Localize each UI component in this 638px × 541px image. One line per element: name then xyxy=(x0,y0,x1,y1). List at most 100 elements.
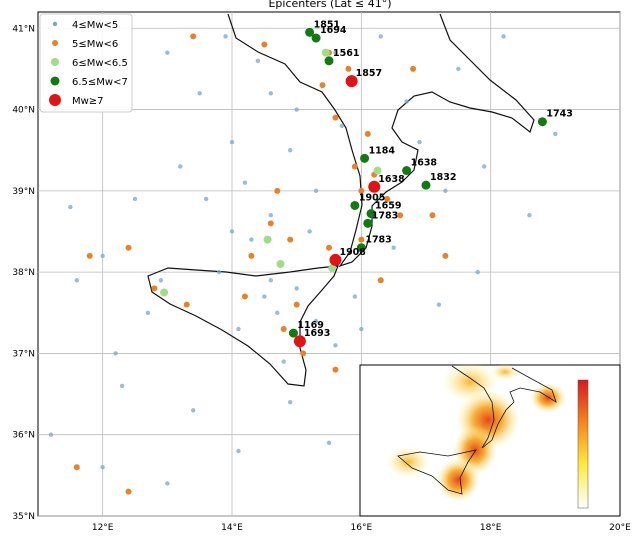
epicenter xyxy=(537,117,547,127)
epicenter xyxy=(363,218,373,228)
epicenter xyxy=(197,91,202,96)
epicenter xyxy=(442,252,449,259)
epicenter xyxy=(274,187,281,194)
epicenter xyxy=(223,34,228,39)
epicenter xyxy=(359,326,364,332)
epicenter xyxy=(262,294,267,299)
epicenter xyxy=(475,269,480,275)
epicenter xyxy=(377,277,384,284)
epicenter xyxy=(311,33,321,43)
epicenter xyxy=(333,50,338,55)
epicenter xyxy=(241,293,248,300)
heat-area xyxy=(436,458,480,502)
x-tick-label: 18°E xyxy=(480,523,502,533)
event-label: 1851 xyxy=(314,19,340,30)
event-labels: 1694156117431184163818321905165917831783… xyxy=(297,19,572,339)
epicenter xyxy=(248,252,255,259)
event-label: 1783 xyxy=(365,235,391,246)
epicenter xyxy=(229,139,235,145)
event-label: 1561 xyxy=(333,48,359,59)
legend-label: 5≤Mw<6 xyxy=(72,39,118,50)
epicenter xyxy=(402,166,412,176)
epicenter xyxy=(364,130,371,137)
legend-label: 4≤Mw<5 xyxy=(72,20,118,31)
epicenter xyxy=(527,213,532,218)
epicenter xyxy=(356,243,366,253)
epicenter xyxy=(229,229,235,234)
epicenter xyxy=(125,488,132,495)
epicenter xyxy=(324,56,334,66)
epicenter xyxy=(421,180,431,190)
epicenter xyxy=(48,432,54,437)
epicenter xyxy=(145,310,151,315)
epicenter xyxy=(443,188,448,194)
epicenter xyxy=(410,65,417,72)
x-tick-label: 12°E xyxy=(92,523,114,533)
epicenter xyxy=(358,236,365,243)
epicenter xyxy=(332,366,339,373)
epicenter xyxy=(339,123,345,129)
epicenter xyxy=(287,236,294,243)
epicenter xyxy=(100,465,105,470)
epicenter xyxy=(190,33,197,40)
epicenter xyxy=(160,288,169,297)
legend-marker xyxy=(51,58,59,66)
epicenter xyxy=(313,188,319,194)
epicenter xyxy=(267,220,274,227)
epicenter xyxy=(319,82,326,89)
epicenter xyxy=(352,294,358,299)
legend-marker xyxy=(49,94,61,106)
y-tick-label: 39°N xyxy=(12,187,35,197)
epicenter xyxy=(366,209,376,219)
x-tick-label: 20°E xyxy=(609,523,631,533)
epicenter xyxy=(305,27,315,37)
axes: 12°E 14°E 16°E 18°E 20°E 35°N 36°N 37°N 38°N 39°N… xyxy=(12,24,631,533)
epicenter xyxy=(268,91,273,96)
epicenter xyxy=(329,253,342,266)
event-label: 1184 xyxy=(369,145,396,156)
epicenter xyxy=(333,343,338,348)
epicenter xyxy=(68,204,73,210)
epicenter xyxy=(216,269,222,275)
epicenter xyxy=(236,326,241,332)
epicenter xyxy=(268,213,273,218)
epicenter xyxy=(332,114,339,121)
epicenter xyxy=(280,326,287,333)
event-label: 1743 xyxy=(546,109,572,120)
epicenter xyxy=(378,34,383,39)
event-label: 1638 xyxy=(378,174,405,185)
epicenter xyxy=(288,147,293,153)
epicenter xyxy=(276,260,285,268)
epicenter xyxy=(294,286,299,291)
epicenter xyxy=(313,318,319,324)
epicenter xyxy=(125,244,132,251)
y-tick-label: 37°N xyxy=(12,349,35,359)
epicenter xyxy=(132,196,138,202)
x-tick-label: 14°E xyxy=(221,523,243,533)
epicenter xyxy=(368,180,381,193)
y-tick-label: 36°N xyxy=(12,431,35,441)
epicenter xyxy=(397,212,404,219)
epicenter xyxy=(436,302,442,307)
legend-label: 6.5≤Mw<7 xyxy=(72,77,128,88)
epicenter xyxy=(321,48,330,57)
event-label: 1659 xyxy=(375,201,401,212)
epicenter xyxy=(350,200,360,210)
epicenter xyxy=(119,383,125,389)
epicenter xyxy=(429,212,436,219)
epicenter xyxy=(158,278,164,283)
legend-box xyxy=(39,13,133,113)
event-label: 1694 xyxy=(320,25,347,36)
event-label: 1908 xyxy=(339,247,366,258)
heat-area xyxy=(386,446,430,478)
event-label: 1832 xyxy=(430,172,456,183)
event-label: 1169 xyxy=(297,320,323,331)
legend-marker xyxy=(52,21,58,27)
epicenter xyxy=(151,285,158,292)
epicenter xyxy=(203,196,209,202)
event-label: 1857 xyxy=(356,68,382,79)
epicenter xyxy=(249,237,254,242)
y-tick-label: 35°N xyxy=(12,512,35,522)
y-tick-label: 41°N xyxy=(12,24,35,34)
